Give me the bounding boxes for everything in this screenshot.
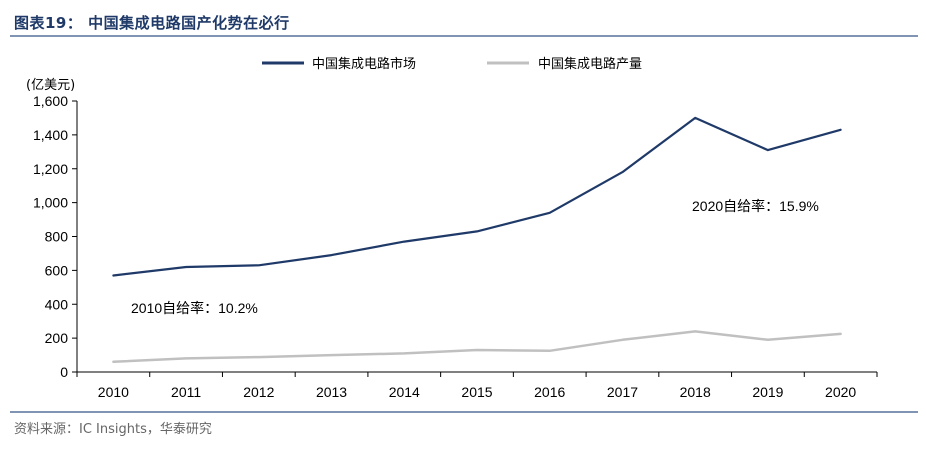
y-tick-label: 1,000 [33, 195, 68, 211]
legend-label-production: 中国集成电路产量 [538, 56, 642, 72]
annotation-2020-self-sufficiency: 2020自给率：15.9% [692, 198, 819, 214]
legend-label-market: 中国集成电路市场 [312, 56, 416, 72]
chart-axes: 0 200 400 600 800 1,000 1,200 1,400 1,600 2010 201… [33, 93, 878, 400]
legend: 中国集成电路市场 中国集成电路产量 [262, 56, 642, 72]
x-tick-label: 2020 [825, 384, 856, 400]
x-tick-label: 2010 [98, 384, 129, 400]
y-tick-label: 1,400 [33, 127, 68, 143]
x-tick-label: 2019 [752, 384, 783, 400]
series-layer [112, 116, 842, 364]
y-tick-label: 1,600 [33, 93, 68, 109]
figure-title: 图表19： 中国集成电路国产化势在必行 [14, 14, 290, 32]
y-tick-label: 400 [45, 296, 69, 312]
y-tick-label: 0 [60, 364, 68, 380]
y-tick-label: 200 [45, 330, 69, 346]
series-line-market [112, 116, 842, 277]
bottom-rule [10, 411, 918, 413]
y-axis-unit-label: (亿美元) [26, 78, 75, 93]
x-tick-label: 2015 [461, 384, 492, 400]
annotation-2010-self-sufficiency: 2010自给率：10.2% [131, 300, 258, 316]
series-line-production [112, 330, 842, 364]
x-tick-label: 2018 [680, 384, 711, 400]
x-tick-label: 2016 [534, 384, 565, 400]
x-tick-label: 2017 [607, 384, 638, 400]
source-note: 资料来源：IC Insights，华泰研究 [14, 422, 212, 437]
x-tick-label: 2013 [316, 384, 347, 400]
x-tick-label: 2011 [171, 384, 201, 400]
y-tick-label: 1,200 [33, 161, 68, 177]
x-tick-label: 2012 [243, 384, 274, 400]
y-tick-label: 600 [45, 262, 69, 278]
top-rule [10, 35, 918, 37]
x-tick-label: 2014 [389, 384, 420, 400]
y-tick-label: 800 [45, 229, 69, 245]
